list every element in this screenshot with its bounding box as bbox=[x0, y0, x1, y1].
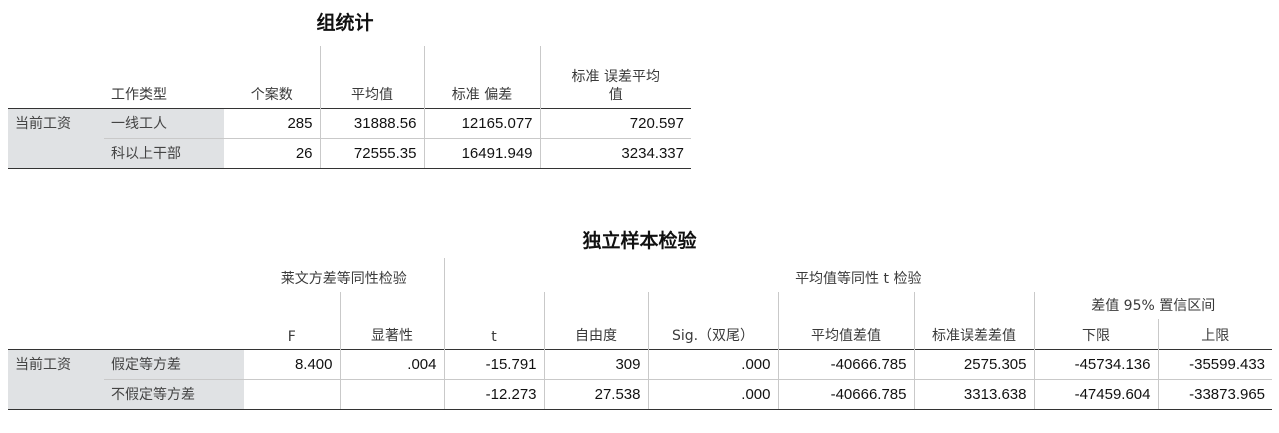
cell-sig bbox=[339, 379, 444, 410]
variance-assumption-label: 假定等方差 bbox=[104, 348, 244, 380]
col-F: F bbox=[287, 328, 296, 345]
cell-df: 27.538 bbox=[543, 379, 648, 410]
table-row: 当前工资 一线工人 285 31888.56 12165.077 720.597 bbox=[8, 107, 691, 139]
ci-header: 差值 95% 置信区间 bbox=[1033, 292, 1273, 319]
col-sig: 显著性 bbox=[339, 319, 444, 349]
col-work-type: 工作类型 bbox=[111, 86, 167, 103]
variance-assumption-label: 不假定等方差 bbox=[104, 379, 244, 410]
col-n: 个案数 bbox=[250, 86, 293, 103]
cell-mean: 31888.56 bbox=[319, 107, 424, 139]
table-row: 科以上干部 26 72555.35 16491.949 3234.337 bbox=[8, 138, 691, 169]
levene-header: 莱文方差等同性检验 bbox=[280, 271, 407, 287]
cell-F: 8.400 bbox=[244, 348, 340, 380]
cell-se: 720.597 bbox=[539, 107, 691, 139]
cell-sig-two-tailed: .000 bbox=[647, 348, 778, 380]
corner-cell bbox=[8, 46, 104, 108]
cell-df: 309 bbox=[543, 348, 648, 380]
cell-sig: .004 bbox=[339, 348, 444, 380]
col-se: 标准 误差平均 值 bbox=[539, 46, 691, 108]
cell-se: 3234.337 bbox=[539, 138, 691, 169]
cell-t: -15.791 bbox=[443, 348, 544, 380]
ttest-header: 平均值等同性 t 检验 bbox=[443, 258, 1273, 292]
col-mean: 平均值 bbox=[319, 46, 424, 108]
col-lower: 下限 bbox=[1033, 319, 1158, 349]
cell-sd: 16491.949 bbox=[423, 138, 540, 169]
cell-se-diff: 2575.305 bbox=[913, 348, 1034, 380]
col-t: t bbox=[443, 319, 544, 349]
cell-t: -12.273 bbox=[443, 379, 544, 410]
ind-test-header-row-2: 差值 95% 置信区间 bbox=[8, 292, 1273, 319]
cell-lower: -47459.604 bbox=[1033, 379, 1158, 410]
ind-test-header-row-1: 莱文方差等同性检验 平均值等同性 t 检验 bbox=[8, 258, 1273, 292]
col-se-diff: 标准误差差值 bbox=[913, 319, 1034, 349]
cell-mean-diff: -40666.785 bbox=[777, 379, 914, 410]
cell-upper: -35599.433 bbox=[1157, 348, 1273, 380]
cell-mean-diff: -40666.785 bbox=[777, 348, 914, 380]
col-se-line1: 标准 误差平均 bbox=[571, 68, 660, 85]
col-mean-diff: 平均值差值 bbox=[777, 319, 914, 349]
col-df: 自由度 bbox=[543, 319, 648, 349]
cell-mean: 72555.35 bbox=[319, 138, 424, 169]
table-row: 当前工资 假定等方差 8.400 .004 -15.791 309 .000 -… bbox=[8, 348, 1273, 380]
table-row: 不假定等方差 -12.273 27.538 .000 -40666.785 33… bbox=[8, 379, 1273, 410]
ind-test-title: 独立样本检验 bbox=[582, 230, 697, 252]
group-stats-title: 组统计 bbox=[316, 12, 374, 34]
cell-F bbox=[244, 379, 340, 410]
col-se-line2: 值 bbox=[608, 86, 623, 103]
col-sd: 标准 偏差 bbox=[423, 46, 540, 108]
row-variable-label: 当前工资 bbox=[8, 107, 104, 138]
cell-se-diff: 3313.638 bbox=[913, 379, 1034, 410]
group-stats-header-row: 工作类型 个案数 平均值 标准 偏差 标准 误差平均 值 bbox=[8, 46, 691, 108]
col-sig-two-tailed: Sig.（双尾） bbox=[647, 319, 778, 349]
col-upper: 上限 bbox=[1157, 319, 1273, 349]
cell-n: 285 bbox=[224, 107, 320, 139]
cell-lower: -45734.136 bbox=[1033, 348, 1158, 380]
cell-n: 26 bbox=[224, 138, 320, 169]
cell-sig-two-tailed: .000 bbox=[647, 379, 778, 410]
ind-test-table: 莱文方差等同性检验 平均值等同性 t 检验 差值 95% 置信区间 F 显著性 … bbox=[8, 258, 1273, 410]
cell-upper: -33873.965 bbox=[1157, 379, 1273, 410]
row-variable-label-empty bbox=[8, 138, 104, 169]
row-variable-label-empty bbox=[8, 379, 104, 410]
ind-test-header-row-3: F 显著性 t 自由度 Sig.（双尾） 平均值差值 标准误差差值 下限 上限 bbox=[8, 319, 1273, 349]
cell-sd: 12165.077 bbox=[423, 107, 540, 139]
group-stats-table: 工作类型 个案数 平均值 标准 偏差 标准 误差平均 值 当前工资 一线工人 2… bbox=[8, 46, 691, 169]
group-label: 一线工人 bbox=[104, 107, 224, 139]
row-variable-label: 当前工资 bbox=[8, 348, 104, 379]
group-label: 科以上干部 bbox=[104, 138, 224, 169]
